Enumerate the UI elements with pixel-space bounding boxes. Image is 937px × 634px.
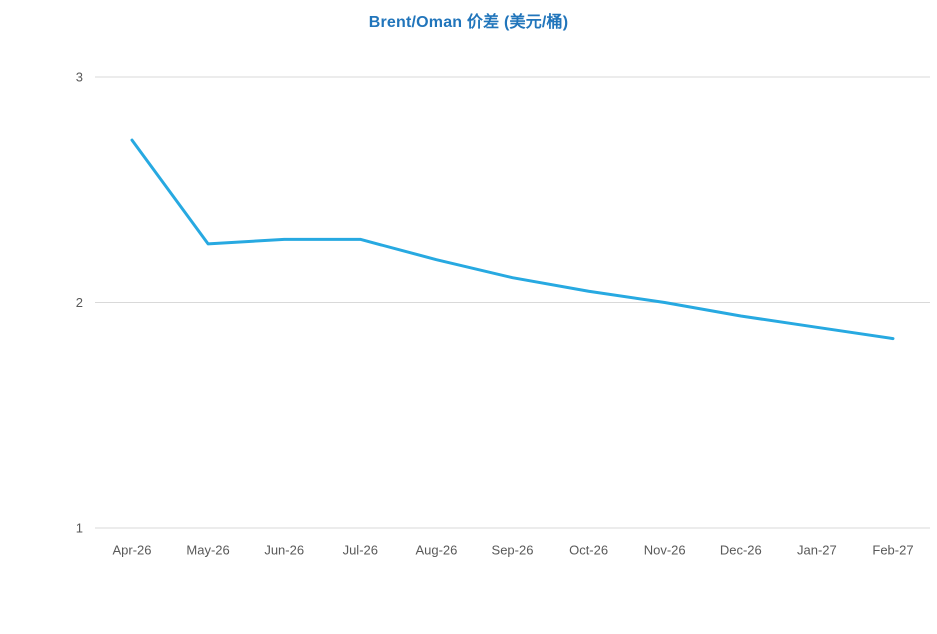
x-axis-tick-label: Nov-26 bbox=[644, 543, 686, 558]
chart-title: Brent/Oman 价差 (美元/桶) bbox=[368, 14, 569, 31]
line-series-brent-oman-spread bbox=[130, 138, 895, 341]
x-axis-tick-label: Dec-26 bbox=[720, 543, 762, 558]
x-axis-tick-label: Jan-27 bbox=[797, 543, 837, 558]
x-axis-tick-label: Sep-26 bbox=[492, 543, 534, 558]
y-axis-tick-label: 2 bbox=[76, 295, 83, 310]
x-axis-tick-label: Oct-26 bbox=[569, 543, 608, 558]
x-axis-tick-label: May-26 bbox=[186, 543, 229, 558]
x-axis-tick-label: Jun-26 bbox=[264, 543, 304, 558]
y-axis-tick-label: 3 bbox=[76, 70, 83, 85]
x-axis-tick-label: Aug-26 bbox=[415, 543, 457, 558]
x-axis-tick-label: Jul-26 bbox=[343, 543, 378, 558]
x-axis-tick-label: Feb-27 bbox=[872, 543, 913, 558]
x-axis-tick-label: Apr-26 bbox=[112, 543, 151, 558]
y-axis-tick-label: 1 bbox=[76, 521, 83, 536]
